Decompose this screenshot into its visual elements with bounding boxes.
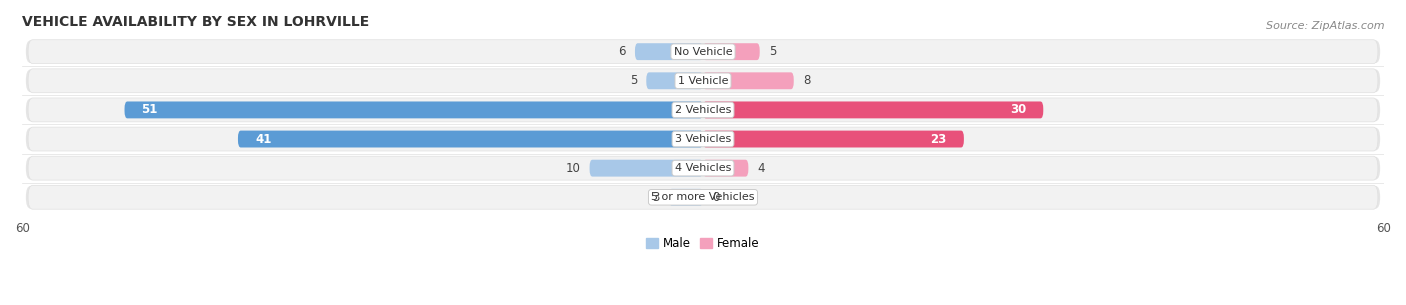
Legend: Male, Female: Male, Female: [641, 232, 765, 255]
FancyBboxPatch shape: [647, 72, 703, 89]
FancyBboxPatch shape: [636, 43, 703, 60]
Text: 2 Vehicles: 2 Vehicles: [675, 105, 731, 115]
Text: 4: 4: [758, 162, 765, 175]
Text: 0: 0: [711, 191, 720, 204]
FancyBboxPatch shape: [25, 157, 1381, 180]
FancyBboxPatch shape: [669, 189, 703, 206]
FancyBboxPatch shape: [125, 102, 703, 118]
Text: 5: 5: [630, 74, 637, 87]
FancyBboxPatch shape: [703, 72, 794, 89]
FancyBboxPatch shape: [25, 40, 1381, 63]
Text: No Vehicle: No Vehicle: [673, 47, 733, 57]
Text: 3 Vehicles: 3 Vehicles: [675, 134, 731, 144]
FancyBboxPatch shape: [28, 127, 1378, 151]
Text: 10: 10: [565, 162, 581, 175]
Text: 41: 41: [254, 133, 271, 145]
FancyBboxPatch shape: [703, 160, 748, 177]
FancyBboxPatch shape: [25, 99, 1381, 121]
Text: Source: ZipAtlas.com: Source: ZipAtlas.com: [1267, 21, 1385, 31]
FancyBboxPatch shape: [28, 40, 1378, 64]
FancyBboxPatch shape: [703, 131, 965, 148]
Text: 8: 8: [803, 74, 810, 87]
FancyBboxPatch shape: [589, 160, 703, 177]
Text: 4 Vehicles: 4 Vehicles: [675, 163, 731, 173]
Text: 23: 23: [931, 133, 946, 145]
FancyBboxPatch shape: [28, 185, 1378, 209]
Text: 5: 5: [769, 45, 776, 58]
FancyBboxPatch shape: [703, 102, 1043, 118]
FancyBboxPatch shape: [28, 69, 1378, 93]
FancyBboxPatch shape: [703, 43, 759, 60]
Text: 5 or more Vehicles: 5 or more Vehicles: [651, 192, 755, 202]
Text: VEHICLE AVAILABILITY BY SEX IN LOHRVILLE: VEHICLE AVAILABILITY BY SEX IN LOHRVILLE: [22, 15, 370, 29]
Text: 6: 6: [619, 45, 626, 58]
Text: 3: 3: [652, 191, 659, 204]
FancyBboxPatch shape: [28, 98, 1378, 122]
Text: 51: 51: [142, 103, 157, 117]
FancyBboxPatch shape: [25, 186, 1381, 209]
FancyBboxPatch shape: [238, 131, 703, 148]
Text: 1 Vehicle: 1 Vehicle: [678, 76, 728, 86]
FancyBboxPatch shape: [28, 156, 1378, 180]
Text: 30: 30: [1010, 103, 1026, 117]
FancyBboxPatch shape: [25, 128, 1381, 150]
FancyBboxPatch shape: [25, 70, 1381, 92]
